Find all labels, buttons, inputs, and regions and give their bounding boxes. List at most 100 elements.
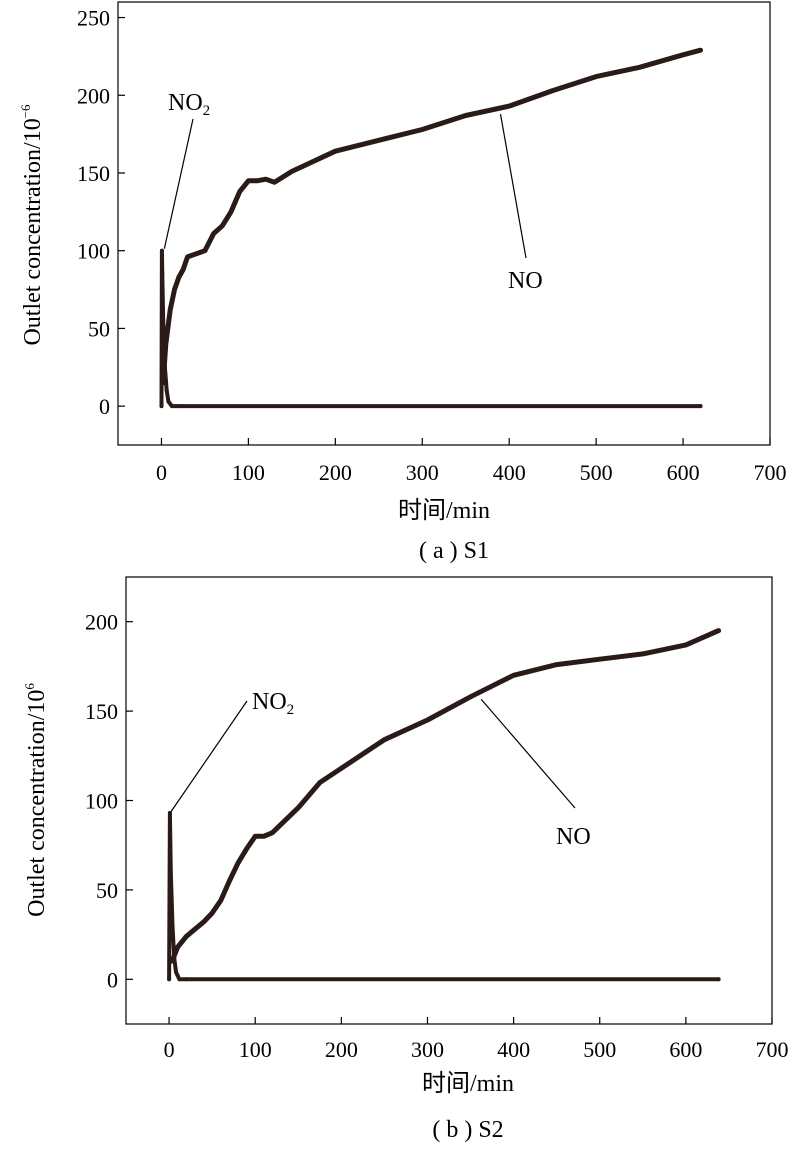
data-point-no-b-12 — [261, 834, 266, 839]
data-point-no-a-27 — [698, 48, 703, 53]
data-point-no-a-14 — [255, 178, 260, 183]
x-axis-label-b: 时间/min — [422, 1070, 514, 1097]
y-ticks-b: 0 50 100 150 200 — [85, 610, 133, 992]
data-point-no-a-22 — [507, 104, 512, 109]
x-tick-label-a-200: 200 — [319, 460, 352, 485]
data-point-no-b-15 — [317, 780, 322, 785]
y-tick-label-a-0: 0 — [99, 394, 110, 419]
data-point-no2-b-4 — [172, 955, 177, 960]
data-point-no-b-5 — [201, 920, 206, 925]
y-tick-label-b-100: 100 — [85, 789, 118, 814]
data-point-no-a-7 — [194, 251, 199, 256]
data-point-no-a-10 — [220, 223, 225, 228]
series-lines-b — [167, 628, 722, 982]
data-point-no-a-19 — [376, 138, 381, 143]
x-tick-label-a-300: 300 — [406, 460, 439, 485]
y-tick-label-a-150: 150 — [77, 161, 110, 186]
data-point-no-b-13 — [270, 830, 275, 835]
data-point-no-b-16 — [339, 766, 344, 771]
data-point-no2-a-5 — [164, 388, 169, 393]
annotation-label-no2-b: NO2 — [252, 689, 294, 718]
data-point-no-b-8 — [227, 879, 232, 883]
data-point-no2-b-3 — [170, 923, 175, 928]
data-point-no-b-6 — [210, 911, 215, 916]
x-tick-label-b-0: 0 — [164, 1037, 175, 1062]
data-point-no2-a-4 — [162, 365, 167, 370]
annotations-b: NO2 NO — [169, 689, 591, 850]
x-tick-label-b-600: 600 — [669, 1037, 702, 1062]
y-axis-label-b: Outlet concentration/106 — [22, 683, 50, 917]
data-point-no-a-26 — [681, 52, 686, 57]
data-point-no-b-17 — [382, 737, 387, 742]
series-line-no-b — [168, 628, 722, 964]
data-point-no-b-3 — [184, 934, 189, 939]
data-point-no-b-22 — [597, 657, 602, 662]
data-point-no2-b-0 — [167, 977, 172, 982]
annotation-label-no-b: NO — [556, 824, 591, 850]
data-point-no-a-21 — [463, 113, 468, 118]
series-line-no2-a — [159, 248, 703, 409]
data-point-no2-a-3 — [161, 318, 166, 323]
y-tick-label-a-100: 100 — [77, 239, 110, 264]
x-tick-label-b-100: 100 — [239, 1037, 272, 1062]
data-point-no-a-3 — [172, 287, 177, 292]
annotation-label-no-a: NO — [508, 268, 543, 294]
data-point-no-b-18 — [425, 718, 430, 722]
data-point-no2-b-7 — [184, 977, 189, 982]
annotation-label-no2-a: NO2 — [168, 90, 210, 119]
x-tick-label-b-200: 200 — [325, 1037, 358, 1062]
data-point-no-b-9 — [236, 861, 240, 866]
data-point-no2-b-5 — [174, 970, 178, 975]
data-point-no-b-11 — [253, 834, 258, 839]
plot-frame-a — [117, 1, 771, 446]
data-point-no-a-17 — [289, 169, 294, 174]
data-point-no-a-24 — [594, 74, 599, 79]
x-tick-label-b-400: 400 — [497, 1037, 530, 1062]
data-point-no-b-21 — [554, 662, 559, 667]
data-point-no-a-2 — [168, 307, 173, 312]
annotations-a: NO2 NO — [163, 90, 543, 294]
data-point-no-b-4 — [192, 927, 197, 932]
data-point-no-b-24 — [683, 642, 688, 647]
data-point-no-a-8 — [202, 248, 207, 253]
data-point-no-a-15 — [263, 177, 268, 182]
data-point-no2-b-2 — [168, 870, 173, 874]
data-point-no-a-25 — [637, 65, 642, 70]
annotation-leader-no-a — [499, 114, 527, 259]
data-point-no-a-18 — [333, 149, 338, 154]
data-point-no-b-2 — [175, 945, 180, 950]
data-point-no-a-23 — [550, 88, 555, 93]
panel-a: 0 50 100 150 200 250 0 100 200 300 400 500 600 700 N… — [18, 1, 787, 564]
x-tick-label-a-100: 100 — [232, 460, 265, 485]
series-line-no-a — [160, 47, 703, 386]
x-tick-label-b-700: 700 — [756, 1037, 789, 1062]
data-point-no-a-13 — [246, 178, 251, 183]
y-tick-label-a-50: 50 — [88, 316, 110, 341]
data-point-no-b-7 — [218, 898, 223, 903]
y-axis-label-a: Outlet concentration/10−6 — [18, 104, 46, 346]
x-tick-label-a-400: 400 — [493, 460, 526, 485]
data-point-no-b-25 — [716, 628, 721, 633]
data-point-no-a-20 — [420, 127, 425, 132]
x-tick-label-b-300: 300 — [411, 1037, 444, 1062]
data-point-no-a-12 — [237, 189, 242, 194]
annotation-leader-no2-a — [163, 118, 194, 249]
plot-frame-b — [125, 576, 773, 1025]
y-tick-label-a-200: 200 — [77, 83, 110, 108]
data-point-no-b-20 — [511, 673, 516, 678]
x-ticks-a: 0 100 200 300 400 500 600 700 — [156, 438, 787, 485]
data-point-no-a-9 — [211, 231, 216, 236]
data-point-no2-a-1 — [159, 248, 164, 253]
data-point-no-a-5 — [181, 267, 186, 272]
x-ticks-b: 0 100 200 300 400 500 600 700 — [164, 1017, 789, 1062]
x-tick-label-a-0: 0 — [156, 460, 167, 485]
y-tick-label-b-150: 150 — [85, 699, 118, 724]
data-point-no2-a-7 — [169, 404, 174, 409]
x-tick-label-a-700: 700 — [754, 460, 787, 485]
data-point-no2-a-8 — [176, 404, 181, 409]
x-tick-label-b-500: 500 — [583, 1037, 616, 1062]
data-point-no-b-14 — [296, 805, 301, 810]
caption-b: ( b ) S2 — [432, 1117, 503, 1143]
annotation-leader-no2-b — [169, 700, 248, 814]
